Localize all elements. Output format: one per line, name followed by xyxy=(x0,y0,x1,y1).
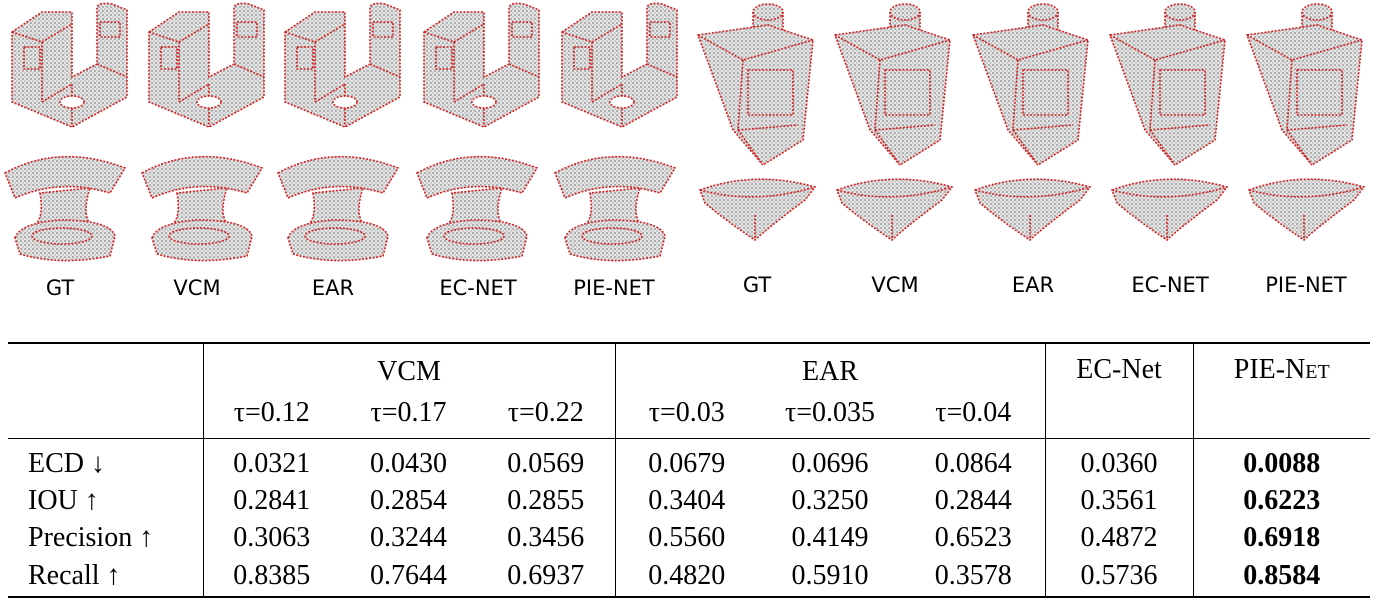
table-cell: EC-Net xyxy=(1044,342,1194,439)
point-cloud xyxy=(141,155,263,262)
table-cell: 0.0569 xyxy=(507,447,585,479)
point-cloud xyxy=(972,3,1089,166)
method-label: EC-NET xyxy=(439,276,516,300)
point-cloud xyxy=(699,178,816,241)
table-cell: τ=0.04 xyxy=(902,388,1046,439)
point-cloud xyxy=(277,155,399,262)
header-row: τ=0.12 τ=0.17 τ=0.22 τ=0.03 τ=0.035 τ=0.04 xyxy=(8,388,1370,439)
point-cloud xyxy=(974,178,1091,241)
point-cloud xyxy=(4,155,126,262)
table-cell: 0.7644 xyxy=(340,556,477,598)
point-cloud xyxy=(834,3,951,166)
table-cell: 0.2844 xyxy=(934,484,1012,516)
point-cloud xyxy=(1248,178,1365,241)
header-row: VCM EAR EC-Net PIE-Net xyxy=(8,342,1371,439)
table-cell: 0.4872 xyxy=(1044,519,1194,556)
table-cell: τ=0.035 xyxy=(758,388,903,439)
table-cell: 0.3404 xyxy=(614,482,759,519)
point-cloud xyxy=(561,2,678,128)
table-cell: τ=0.22 xyxy=(477,388,616,439)
point-cloud xyxy=(11,2,128,128)
table-cell xyxy=(8,342,203,388)
table-cell: 0.0679 xyxy=(614,438,759,482)
point-cloud xyxy=(1246,3,1363,166)
table-cell: 0.6223 xyxy=(1192,482,1371,519)
table-cell: τ=0.12 xyxy=(202,388,340,439)
method-label: GT xyxy=(46,276,75,300)
table-cell: 0.3456 xyxy=(507,521,585,553)
point-cloud xyxy=(284,2,401,128)
table-cell: VCM xyxy=(202,342,616,388)
point-cloud xyxy=(554,155,676,262)
table-cell: 0.0696 xyxy=(791,447,869,479)
table-cell: 0.5560 xyxy=(614,519,759,556)
table-cell: Precision ↑ xyxy=(28,521,154,553)
table-cell: τ=0.17 xyxy=(340,388,477,439)
method-label: EAR xyxy=(1012,273,1054,297)
table-cell: 0.2854 xyxy=(370,484,447,516)
point-cloud xyxy=(423,2,540,128)
table-cell: EAR xyxy=(614,342,1046,388)
point-cloud xyxy=(1109,3,1226,166)
table-cell: 0.2855 xyxy=(507,484,585,516)
table-cell: 0.4820 xyxy=(614,556,759,598)
table-cell: 0.0088 xyxy=(1192,438,1371,482)
point-cloud xyxy=(697,3,814,166)
method-label: EAR xyxy=(312,276,354,300)
table-cell: 0.3578 xyxy=(902,556,1046,598)
table-cell: 0.0430 xyxy=(370,447,447,479)
table-cell: 0.3063 xyxy=(202,519,340,556)
method-label: VCM xyxy=(173,276,220,300)
table-cell: 0.2841 xyxy=(202,482,340,519)
point-cloud xyxy=(836,178,953,241)
results-table: VCM EAR EC-Net PIE-Net τ=0.12 τ=0.17 τ=0.22 τ=0… xyxy=(8,342,1371,598)
point-cloud xyxy=(148,2,265,128)
table-cell: τ=0.03 xyxy=(614,388,759,439)
table-cell: 0.5736 xyxy=(1044,556,1194,598)
table-cell: 0.0360 xyxy=(1044,438,1194,482)
figure: GT VCM EAR EC-NET PIE-NET GT VCM EAR EC-NET PIE-N… xyxy=(4,2,1365,300)
table-cell: 0.3561 xyxy=(1044,482,1194,519)
table-cell: ECD ↓ xyxy=(28,447,105,479)
data-row: Recall ↑ 0.8385 0.7644 0.6937 0.4820 0.5910 0.… xyxy=(8,556,1371,598)
method-label: PIE-NET xyxy=(573,276,655,300)
table-cell: 0.8385 xyxy=(202,556,340,598)
table-cell: 0.6523 xyxy=(934,521,1012,553)
point-cloud xyxy=(1111,178,1228,241)
table-cell xyxy=(8,388,203,439)
data-row: Precision ↑ 0.3063 0.3244 0.3456 0.5560 0.414… xyxy=(8,519,1371,556)
table-cell: 0.5910 xyxy=(758,556,903,598)
data-row: ECD ↓ 0.0321 0.0430 0.0569 0.0679 0.0696 0.086… xyxy=(8,438,1371,482)
table-cell: 0.3250 xyxy=(791,484,869,516)
method-label: EC-NET xyxy=(1131,273,1208,297)
method-label: GT xyxy=(743,273,772,297)
table-cell: 0.0864 xyxy=(934,447,1012,479)
point-cloud xyxy=(416,155,538,262)
table-cell: 0.8584 xyxy=(1192,556,1371,598)
table-cell: PIE-Net xyxy=(1192,342,1371,439)
table-cell: 0.0321 xyxy=(202,438,340,482)
table-cell: 0.6937 xyxy=(477,556,616,598)
table-cell: IOU ↑ xyxy=(28,484,99,516)
table-cell: 0.4149 xyxy=(791,521,869,553)
table-cell: 0.3244 xyxy=(370,521,447,553)
table-cell: Recall ↑ xyxy=(8,556,203,598)
data-row: IOU ↑ 0.2841 0.2854 0.2855 0.3404 0.3250 0.284… xyxy=(8,482,1371,519)
method-label: PIE-NET xyxy=(1265,273,1347,297)
method-label: VCM xyxy=(871,273,918,297)
table-cell: 0.6918 xyxy=(1192,519,1371,556)
